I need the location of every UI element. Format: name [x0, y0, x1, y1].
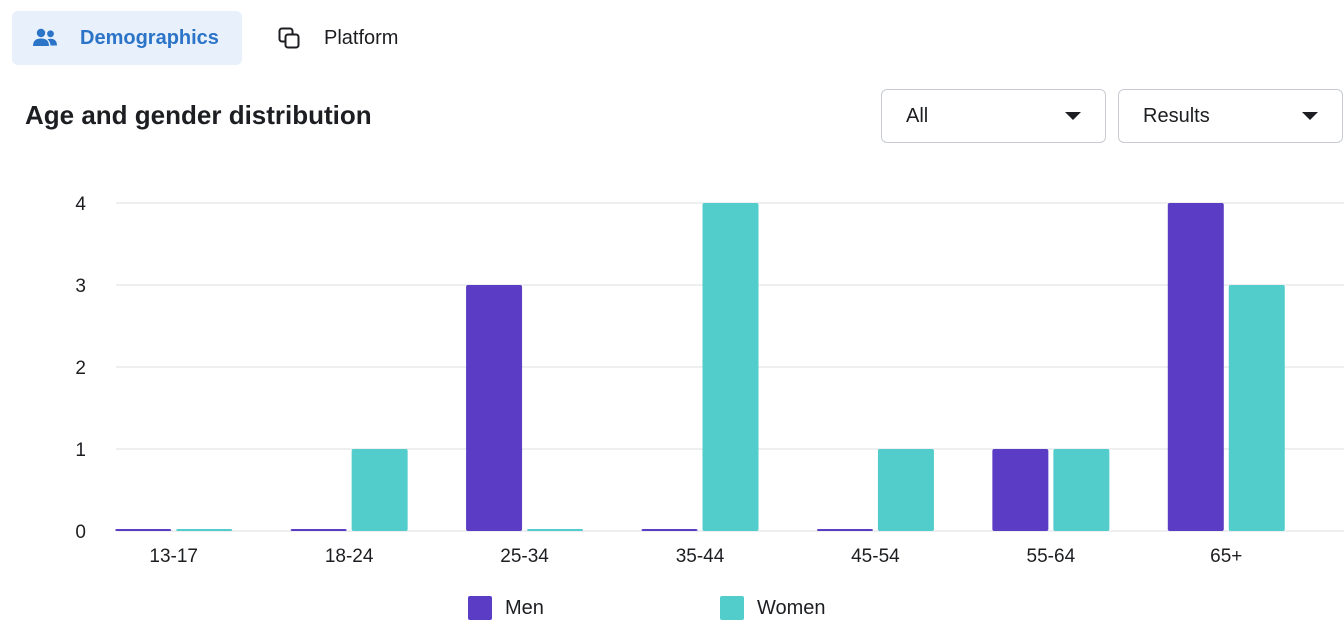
y-tick-label: 1	[75, 440, 86, 461]
bar-women[interactable]	[176, 529, 233, 531]
people-icon	[32, 25, 58, 51]
overlapping-squares-icon	[276, 25, 302, 51]
bar-women[interactable]	[351, 449, 408, 531]
tab-label: Demographics	[80, 26, 219, 49]
bar-women[interactable]	[527, 529, 584, 531]
bar-men[interactable]	[1167, 203, 1224, 531]
x-tick-label: 35-44	[676, 546, 725, 567]
x-tick-label: 18-24	[325, 546, 374, 567]
dropdown-value: Results	[1143, 104, 1210, 127]
caret-down-icon	[1065, 112, 1081, 120]
legend-label: Men	[505, 596, 544, 619]
dropdown-value: All	[906, 104, 929, 127]
y-tick-label: 0	[75, 522, 86, 543]
bar-men[interactable]	[290, 529, 347, 531]
legend-label: Women	[757, 596, 826, 619]
legend-swatch	[468, 596, 492, 620]
bar-women[interactable]	[877, 449, 934, 531]
legend-item-women[interactable]: Women	[720, 596, 826, 620]
x-tick-label: 55-64	[1027, 546, 1076, 567]
y-tick-label: 3	[75, 276, 86, 297]
audience-dropdown[interactable]: All	[881, 89, 1106, 143]
tab-label: Platform	[324, 26, 399, 49]
bar-women[interactable]	[1053, 449, 1110, 531]
x-tick-label: 65+	[1210, 546, 1242, 567]
tab-bar: Demographics Platform	[12, 11, 408, 65]
bar-women[interactable]	[702, 203, 759, 531]
tab-platform[interactable]: Platform	[246, 11, 408, 65]
metric-dropdown[interactable]: Results	[1118, 89, 1343, 143]
x-tick-label: 13-17	[149, 546, 198, 567]
x-tick-label: 45-54	[851, 546, 900, 567]
legend-swatch	[720, 596, 744, 620]
legend-item-men[interactable]: Men	[468, 596, 544, 620]
chart-legend: Men Women	[0, 596, 1344, 622]
caret-down-icon	[1302, 112, 1318, 120]
y-tick-label: 4	[75, 194, 86, 215]
y-tick-label: 2	[75, 358, 86, 379]
bar-men[interactable]	[816, 529, 873, 531]
bar-men[interactable]	[992, 449, 1049, 531]
bar-women[interactable]	[1228, 285, 1285, 531]
bar-men[interactable]	[115, 529, 172, 531]
bar-men[interactable]	[641, 529, 698, 531]
tab-demographics[interactable]: Demographics	[12, 11, 242, 65]
x-tick-label: 25-34	[500, 546, 549, 567]
bar-men[interactable]	[466, 285, 523, 531]
chart-title: Age and gender distribution	[25, 100, 372, 130]
